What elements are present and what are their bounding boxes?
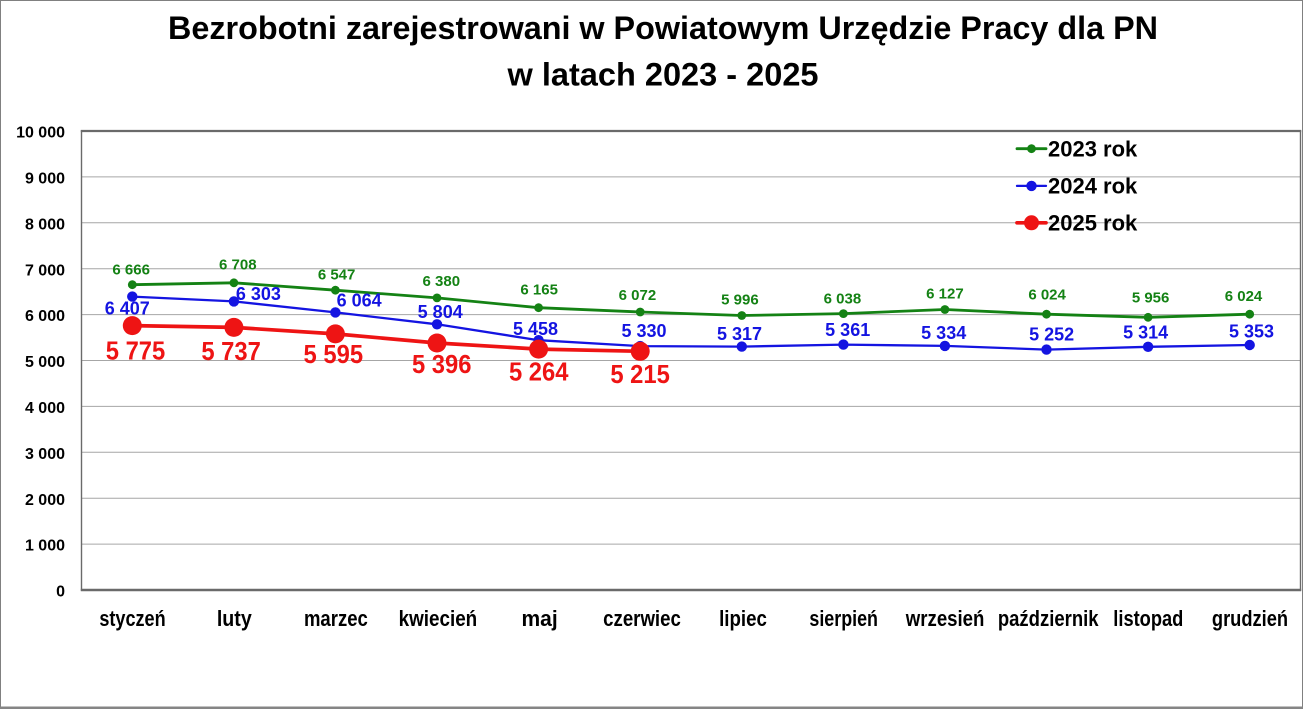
svg-text:7 000: 7 000	[25, 262, 65, 279]
svg-text:3 000: 3 000	[25, 446, 65, 463]
svg-text:6 127: 6 127	[926, 286, 964, 303]
svg-text:6 380: 6 380	[423, 273, 461, 290]
svg-text:9 000: 9 000	[25, 171, 65, 188]
svg-text:5 956: 5 956	[1132, 289, 1170, 306]
svg-text:5 996: 5 996	[721, 292, 759, 309]
svg-text:5 252: 5 252	[1029, 325, 1074, 345]
svg-text:4 000: 4 000	[25, 400, 65, 417]
svg-text:5 458: 5 458	[513, 319, 558, 339]
svg-text:2025 rok: 2025 rok	[1048, 211, 1138, 236]
svg-text:6 064: 6 064	[337, 290, 382, 310]
svg-text:5 000: 5 000	[25, 354, 65, 371]
svg-text:10 000: 10 000	[16, 125, 65, 142]
svg-text:2023 rok: 2023 rok	[1048, 136, 1138, 161]
svg-text:6 038: 6 038	[824, 290, 862, 307]
svg-text:1 000: 1 000	[25, 538, 65, 555]
svg-text:5 595: 5 595	[304, 339, 364, 369]
svg-text:6 165: 6 165	[520, 282, 558, 299]
svg-text:styczeń: styczeń	[99, 606, 165, 631]
svg-text:kwiecień: kwiecień	[399, 606, 478, 631]
svg-text:lipiec: lipiec	[719, 606, 767, 631]
svg-text:wrzesień: wrzesień	[905, 606, 984, 631]
svg-text:5 353: 5 353	[1229, 322, 1274, 342]
svg-text:5 215: 5 215	[610, 359, 670, 389]
svg-text:6 024: 6 024	[1225, 288, 1263, 305]
svg-text:6 708: 6 708	[219, 257, 257, 274]
svg-text:5 804: 5 804	[418, 302, 463, 322]
svg-text:5 361: 5 361	[825, 320, 870, 340]
svg-text:sierpień: sierpień	[809, 606, 878, 631]
svg-text:luty: luty	[217, 606, 253, 631]
svg-text:2024 rok: 2024 rok	[1048, 174, 1138, 199]
svg-text:5 264: 5 264	[509, 357, 569, 387]
svg-text:5 314: 5 314	[1123, 323, 1168, 343]
svg-text:5 775: 5 775	[106, 336, 166, 366]
svg-text:maj: maj	[522, 606, 558, 631]
svg-text:marzec: marzec	[304, 606, 368, 631]
svg-text:6 024: 6 024	[1028, 287, 1066, 304]
svg-text:czerwiec: czerwiec	[603, 606, 681, 631]
svg-text:6 547: 6 547	[318, 267, 356, 284]
svg-text:5 317: 5 317	[717, 324, 762, 344]
svg-text:6 072: 6 072	[619, 287, 657, 304]
svg-text:6 666: 6 666	[112, 262, 150, 279]
svg-text:5 396: 5 396	[412, 349, 472, 379]
svg-text:6 303: 6 303	[236, 284, 281, 304]
svg-text:8 000: 8 000	[25, 216, 65, 233]
svg-text:0: 0	[56, 584, 65, 601]
svg-text:listopad: listopad	[1113, 606, 1183, 631]
svg-text:Bezrobotni zarejestrowani w Po: Bezrobotni zarejestrowani w Powiatowym U…	[168, 10, 1158, 46]
svg-text:5 330: 5 330	[621, 321, 666, 341]
svg-text:6 000: 6 000	[25, 308, 65, 325]
svg-text:5 334: 5 334	[921, 323, 966, 343]
svg-text:6 407: 6 407	[105, 299, 150, 319]
svg-text:październik: październik	[998, 606, 1099, 631]
svg-text:5 737: 5 737	[201, 336, 261, 366]
svg-text:2 000: 2 000	[25, 492, 65, 509]
svg-text:grudzień: grudzień	[1212, 606, 1288, 631]
svg-text:w latach 2023 - 2025: w latach 2023 - 2025	[506, 57, 818, 93]
